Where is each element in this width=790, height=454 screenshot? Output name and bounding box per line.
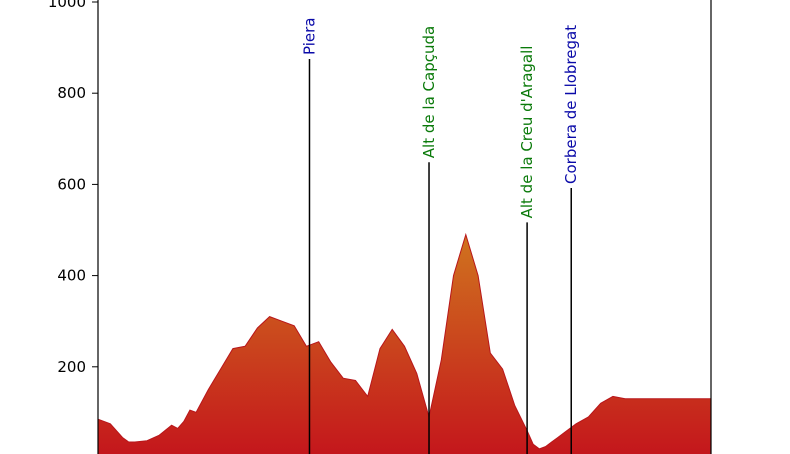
y-tick-label: 1000 bbox=[48, 0, 86, 11]
y-tick-label: 800 bbox=[57, 84, 86, 102]
marker-label: Alt de la Capçuda bbox=[420, 26, 438, 158]
elevation-area bbox=[97, 232, 712, 454]
axes-layer: 200 400 600 800 1000 bbox=[48, 0, 712, 454]
profile-area-layer bbox=[97, 232, 712, 454]
marker-label: Corbera de Llobregat bbox=[562, 25, 580, 184]
y-tick-label: 600 bbox=[57, 175, 86, 193]
y-tick-label: 200 bbox=[57, 358, 86, 376]
marker-layer: Piera Alt de la Capçuda Alt de la Creu d'A… bbox=[301, 18, 580, 454]
y-tick-label: 400 bbox=[57, 267, 86, 285]
marker-label: Alt de la Creu d'Aragall bbox=[518, 46, 536, 219]
marker-label: Piera bbox=[301, 18, 319, 55]
